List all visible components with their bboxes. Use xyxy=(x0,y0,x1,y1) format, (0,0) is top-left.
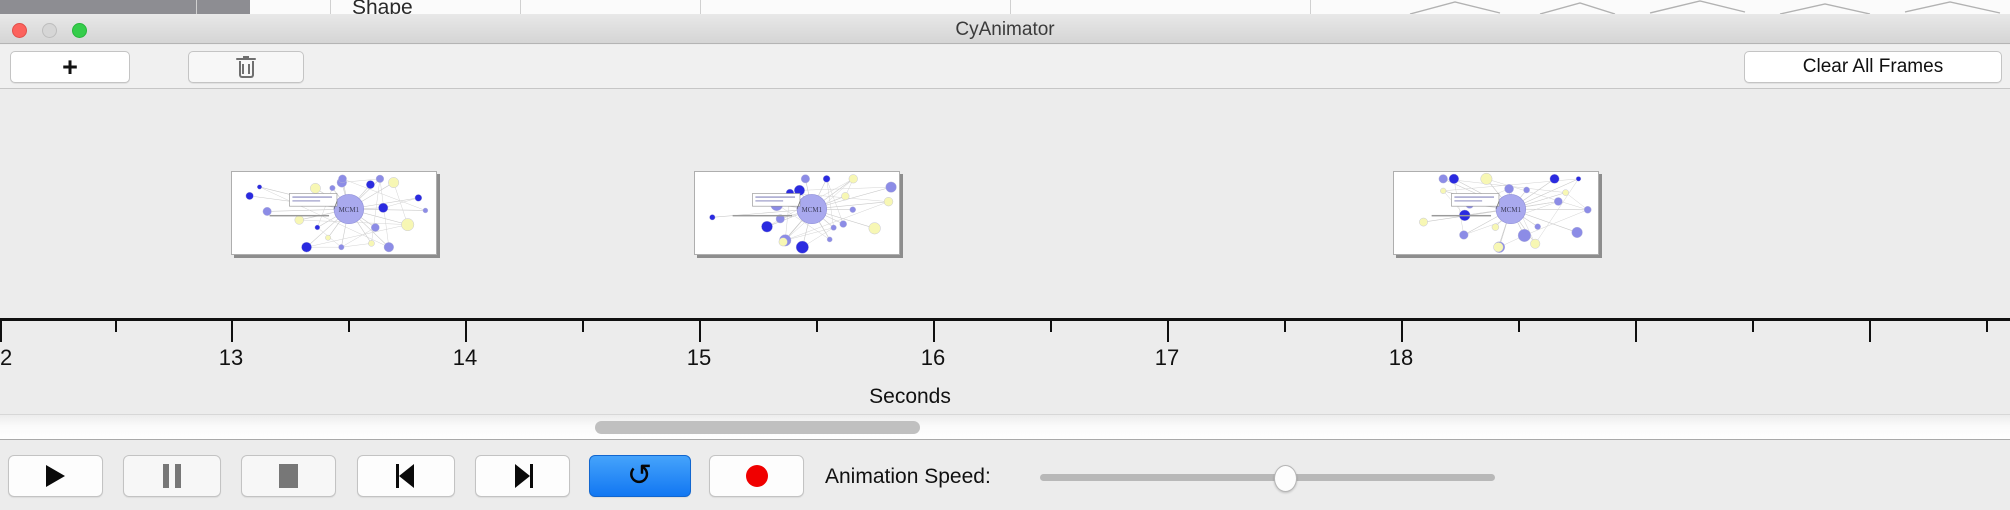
svg-text:MCM1: MCM1 xyxy=(1501,207,1522,214)
axis-tick-label: 13 xyxy=(218,345,244,370)
close-button[interactable] xyxy=(12,23,27,38)
background-tab-divider xyxy=(330,0,331,14)
svg-text:MCM1: MCM1 xyxy=(339,207,360,214)
clear-all-frames-button[interactable]: Clear All Frames xyxy=(1744,51,2002,83)
axis-tick-label: 18 xyxy=(1388,345,1414,370)
play-icon xyxy=(46,465,65,487)
axis-tick-major xyxy=(1635,321,1637,342)
pause-icon xyxy=(163,464,181,488)
axis-tick-minor xyxy=(1284,321,1286,332)
title-bar: CyAnimator xyxy=(0,14,2010,44)
stop-icon xyxy=(279,464,298,488)
skip-to-start-button[interactable] xyxy=(357,455,455,497)
axis-tick-label: 12 xyxy=(0,345,13,370)
axis-tick-major xyxy=(933,321,935,342)
maximize-button[interactable] xyxy=(72,23,87,38)
background-tab-divider xyxy=(196,0,197,14)
pause-button[interactable] xyxy=(123,455,221,497)
loop-icon: ↻ xyxy=(627,459,653,492)
frame-thumbnail-3[interactable]: MCM1 xyxy=(1393,171,1599,255)
timeline-axis-line xyxy=(0,318,2010,321)
animation-speed-label: Animation Speed: xyxy=(825,465,991,488)
axis-tick-minor xyxy=(348,321,350,332)
record-icon xyxy=(745,465,768,487)
background-tab-divider xyxy=(520,0,521,14)
timeline-panel[interactable]: MCM1 MCM1 MCM1 12 13 14 15 16 17 18 Seconds xyxy=(0,90,2010,414)
axis-tick-major xyxy=(699,321,701,342)
axis-tick-major xyxy=(0,321,2,342)
axis-tick-major xyxy=(1869,321,1871,342)
loop-button[interactable]: ↻ xyxy=(589,455,691,497)
axis-tick-minor xyxy=(1752,321,1754,332)
axis-tick-label: 17 xyxy=(1154,345,1180,370)
clear-all-frames-label: Clear All Frames xyxy=(1802,56,1944,77)
background-network-edges xyxy=(1400,0,2010,14)
trash-icon xyxy=(236,56,256,78)
background-tab-divider xyxy=(1010,0,1011,14)
add-frame-button[interactable]: + xyxy=(10,51,130,83)
axis-tick-major xyxy=(231,321,233,342)
stop-button[interactable] xyxy=(241,455,336,497)
background-window-strip: Shape xyxy=(0,0,2010,15)
background-dark-tab xyxy=(0,0,250,14)
axis-tick-major xyxy=(1167,321,1169,342)
frame-thumbnail-1[interactable]: MCM1 xyxy=(231,171,437,255)
background-tab-divider xyxy=(700,0,701,14)
skip-back-icon xyxy=(395,464,417,488)
play-button[interactable] xyxy=(8,455,103,497)
axis-tick-label: 14 xyxy=(452,345,478,370)
axis-tick-minor xyxy=(1518,321,1520,332)
timeline-scrollbar-track[interactable] xyxy=(0,414,2010,440)
skip-forward-icon xyxy=(512,464,534,488)
window-title: CyAnimator xyxy=(955,19,1055,40)
background-shape-label: Shape xyxy=(352,0,413,15)
playback-controls: ↻ Animation Speed: xyxy=(0,441,2010,510)
axis-tick-minor xyxy=(1986,321,1988,332)
skip-to-end-button[interactable] xyxy=(475,455,570,497)
toolbar: + Clear All Frames xyxy=(0,45,2010,89)
record-button[interactable] xyxy=(709,455,804,497)
animation-speed-slider-knob[interactable] xyxy=(1274,465,1297,492)
axis-title: Seconds xyxy=(869,385,951,408)
axis-tick-label: 16 xyxy=(920,345,946,370)
axis-tick-minor xyxy=(115,321,117,332)
axis-tick-major xyxy=(465,321,467,342)
axis-tick-label: 15 xyxy=(686,345,712,370)
axis-tick-minor xyxy=(582,321,584,332)
axis-tick-major xyxy=(1401,321,1403,342)
minimize-button[interactable] xyxy=(42,23,57,38)
delete-frame-button[interactable] xyxy=(188,51,304,83)
timeline-scrollbar-thumb[interactable] xyxy=(595,421,920,434)
axis-tick-minor xyxy=(816,321,818,332)
frame-thumbnail-2[interactable]: MCM1 xyxy=(694,171,900,255)
animation-speed-slider-track[interactable] xyxy=(1040,474,1495,481)
background-tab-divider xyxy=(1310,0,1311,14)
axis-tick-minor xyxy=(1050,321,1052,332)
svg-text:MCM1: MCM1 xyxy=(802,207,823,214)
plus-icon: + xyxy=(62,51,78,82)
